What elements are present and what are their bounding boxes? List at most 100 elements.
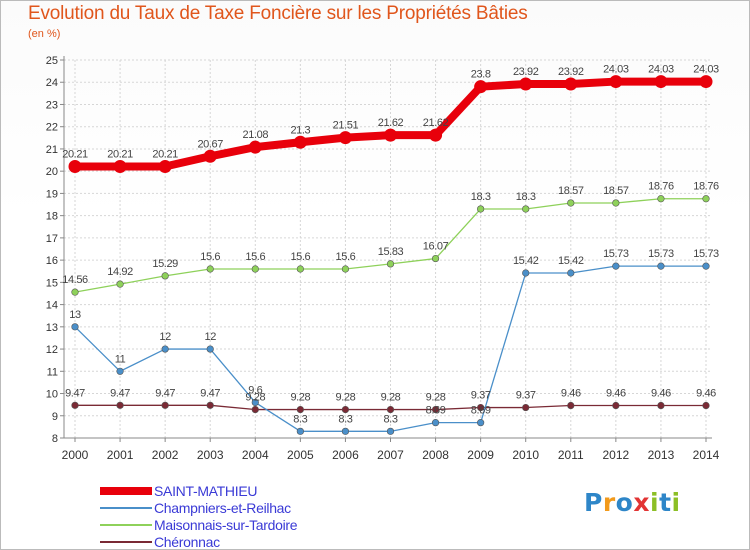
- data-point-maisonnais-sur-tardoire: [612, 199, 620, 207]
- brand-logo: Proxiti: [584, 488, 681, 517]
- data-label: 23.92: [513, 66, 539, 78]
- data-label: 9.47: [200, 387, 220, 399]
- data-point-champniers-et-reilhac: [477, 419, 485, 427]
- legend-item-maisonnais-sur-tardoire: Maisonnais-sur-Tardoire: [100, 516, 298, 533]
- data-label: 9.47: [65, 387, 85, 399]
- data-point-champniers-et-reilhac: [341, 427, 350, 435]
- data-point-ch-ronnac: [431, 405, 440, 414]
- data-label: 14.56: [62, 274, 88, 286]
- data-point-saint-mathieu: [384, 128, 397, 142]
- data-label: 9.46: [606, 388, 626, 400]
- data-label: 18.57: [603, 185, 629, 197]
- y-tick-label: 14: [46, 300, 58, 312]
- y-tick-label: 11: [47, 366, 58, 378]
- data-point-ch-ronnac: [386, 405, 395, 414]
- legend-swatch: [100, 540, 152, 543]
- data-point-saint-mathieu: [113, 160, 127, 174]
- data-label: 15.29: [152, 258, 178, 270]
- data-point-ch-ronnac: [251, 405, 259, 414]
- y-tick-label: 25: [46, 55, 58, 67]
- data-label: 24.03: [648, 64, 674, 76]
- data-point-maisonnais-sur-tardoire: [206, 265, 214, 273]
- data-label: 20.67: [197, 138, 223, 150]
- x-tick-label: 2005: [287, 448, 314, 462]
- data-point-saint-mathieu: [519, 77, 533, 91]
- chart-subtitle: (en %): [28, 28, 61, 40]
- data-point-saint-mathieu: [654, 75, 668, 89]
- legend-label: Maisonnais-sur-Tardoire: [154, 516, 298, 533]
- data-point-maisonnais-sur-tardoire: [71, 288, 79, 296]
- y-tick-label: 10: [46, 389, 58, 401]
- legend-item-champniers-et-reilhac: Champniers-et-Reilhac: [100, 499, 297, 516]
- data-label: 8.3: [383, 413, 397, 425]
- data-point-maisonnais-sur-tardoire: [657, 195, 665, 203]
- y-tick-label: 16: [46, 255, 58, 267]
- data-point-maisonnais-sur-tardoire: [116, 280, 124, 288]
- data-label: 9.28: [336, 392, 356, 404]
- data-label: 14.92: [107, 266, 133, 278]
- data-label: 8.69: [471, 405, 491, 417]
- data-label: 21.08: [243, 129, 269, 141]
- y-tick-label: 9: [52, 411, 58, 423]
- data-point-ch-ronnac: [657, 401, 665, 410]
- data-label: 24.03: [693, 64, 719, 76]
- y-tick-label: 22: [46, 122, 58, 134]
- data-point-maisonnais-sur-tardoire: [386, 260, 395, 268]
- data-point-maisonnais-sur-tardoire: [161, 272, 169, 280]
- data-label: 13: [69, 309, 81, 321]
- y-tick-label: 24: [46, 77, 58, 89]
- data-label: 8.69: [426, 405, 446, 417]
- data-point-saint-mathieu: [429, 128, 443, 142]
- data-label: 18.76: [648, 181, 674, 193]
- data-point-ch-ronnac: [116, 401, 124, 409]
- x-tick-label: 2010: [512, 448, 539, 462]
- data-label: 18.3: [471, 191, 491, 203]
- legend-swatch: [100, 506, 152, 509]
- data-point-ch-ronnac: [206, 401, 214, 409]
- x-tick-label: 2003: [197, 448, 224, 462]
- data-label: 9.28: [426, 392, 446, 404]
- legend: SAINT-MATHIEU Champniers-et-Reilhac Mais…: [100, 482, 298, 550]
- legend-swatch: [100, 523, 152, 526]
- y-tick-label: 20: [46, 166, 58, 178]
- data-label: 9.47: [110, 387, 130, 399]
- data-point-champniers-et-reilhac: [296, 427, 304, 435]
- x-tick-label: 2013: [648, 448, 675, 462]
- data-point-champniers-et-reilhac: [702, 262, 710, 270]
- y-tick-label: 12: [46, 344, 58, 356]
- x-tick-label: 2002: [152, 448, 179, 462]
- x-tick-label: 2014: [693, 448, 720, 462]
- data-label: 9.37: [471, 390, 491, 402]
- x-tick-label: 2009: [467, 448, 494, 462]
- data-point-ch-ronnac: [567, 401, 575, 410]
- data-point-saint-mathieu: [68, 160, 82, 174]
- data-label: 20.21: [107, 149, 133, 161]
- y-tick-label: 15: [46, 277, 58, 289]
- y-tick-label: 18: [46, 211, 58, 223]
- legend-swatch: [100, 486, 152, 495]
- data-label: 8.3: [293, 413, 307, 425]
- data-point-maisonnais-sur-tardoire: [477, 205, 485, 213]
- data-point-champniers-et-reilhac: [386, 427, 395, 435]
- x-tick-label: 2000: [62, 448, 89, 462]
- x-tick-label: 2001: [107, 448, 134, 462]
- data-label: 15.6: [290, 251, 310, 263]
- data-labels: 20.21 20.21 20.21 20.67 21.08 21.3 21.51 21.62 2…: [62, 64, 719, 426]
- data-point-maisonnais-sur-tardoire: [702, 195, 710, 203]
- data-point-maisonnais-sur-tardoire: [341, 265, 350, 273]
- axes: 8 9 10 11 12 13 14 15 16 17 18 19 20 21 22 23 24 25 2000 20…: [46, 55, 720, 462]
- data-point-ch-ronnac: [296, 405, 304, 414]
- data-point-champniers-et-reilhac: [71, 323, 79, 331]
- data-label: 15.6: [336, 251, 356, 263]
- data-label: 15.42: [558, 255, 584, 267]
- data-label: 9.46: [651, 388, 671, 400]
- data-point-champniers-et-reilhac: [612, 262, 620, 270]
- x-tick-label: 2008: [422, 448, 449, 462]
- data-label: 15.73: [693, 248, 719, 260]
- data-label: 21.3: [290, 124, 310, 136]
- y-tick-label: 21: [46, 144, 58, 156]
- data-label: 18.76: [693, 181, 719, 193]
- data-label: 8.3: [338, 413, 352, 425]
- data-label: 9.28: [290, 392, 310, 404]
- data-point-ch-ronnac: [161, 401, 169, 409]
